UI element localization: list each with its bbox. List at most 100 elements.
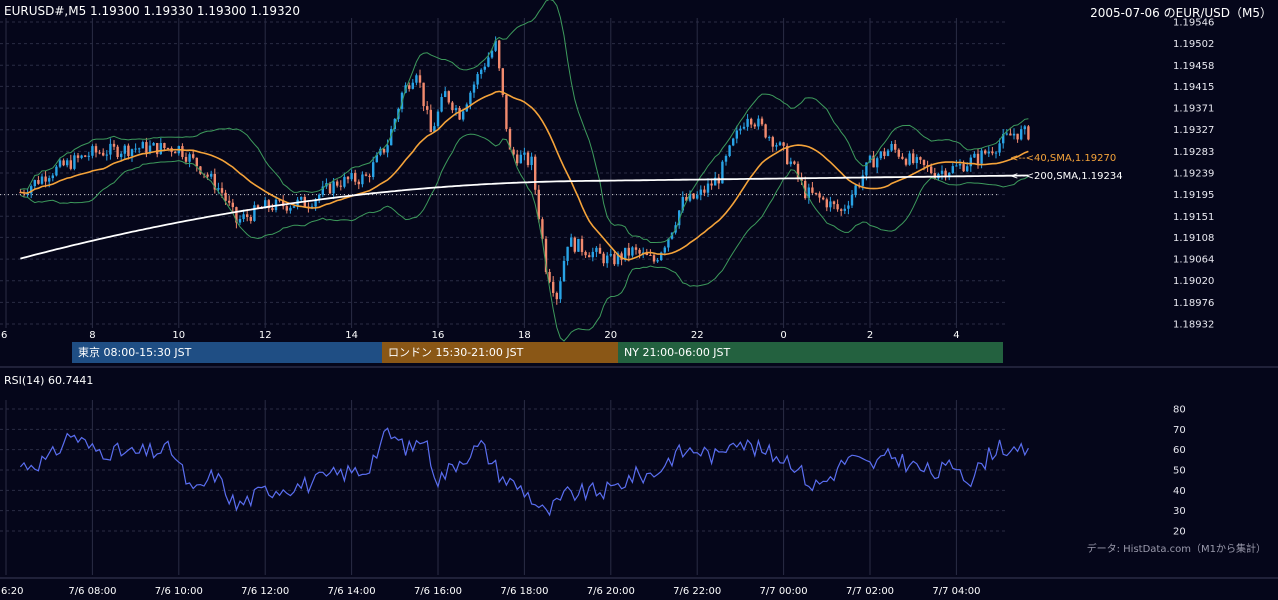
candle-body (109, 143, 112, 155)
candle-body (1002, 134, 1005, 144)
candle-body (764, 124, 767, 138)
bollinger-upper (20, 0, 1029, 243)
candle-body (771, 137, 774, 147)
candle-body (976, 153, 980, 164)
candle-body (318, 194, 321, 200)
candle-body (541, 219, 544, 239)
candle-body (516, 154, 519, 164)
candle-body (199, 166, 202, 174)
candle-body (915, 157, 918, 164)
candle-body (152, 143, 155, 146)
candle-body (638, 249, 641, 254)
candle-body (555, 292, 558, 300)
candle-body (562, 260, 566, 282)
candle-body (998, 143, 1001, 153)
candle-body (1009, 133, 1012, 136)
candle-body (289, 207, 292, 211)
candle-body (472, 84, 476, 93)
candle-body (159, 143, 162, 155)
candle-body (375, 154, 378, 163)
candle-body (321, 186, 324, 195)
candle-body (678, 210, 681, 226)
candle-body (814, 192, 818, 194)
candle-body (433, 126, 436, 133)
x-tick-label: 4 (953, 330, 959, 341)
candle-body (724, 155, 728, 162)
time-axis-label: 7/6 16:00 (414, 586, 462, 597)
price-tick-label: 1.19108 (1173, 233, 1214, 244)
symbol-info: EURUSD#,M5 1.19300 1.19330 1.19300 1.193… (4, 4, 300, 18)
candle-body (591, 251, 594, 258)
candle-body (681, 196, 684, 211)
candle-body (469, 92, 472, 105)
candle-body (861, 175, 864, 186)
price-tick-label: 1.18932 (1173, 320, 1214, 331)
x-tick-label: 14 (345, 330, 358, 341)
price-tick-label: 1.19327 (1173, 125, 1214, 136)
candle-body (890, 143, 893, 151)
candle-body (382, 148, 386, 153)
candle-body (577, 238, 580, 252)
sma200-line (20, 174, 1029, 260)
candle-body (717, 177, 720, 184)
candle-body (483, 66, 486, 70)
x-tick-label: 22 (691, 330, 704, 341)
candle-body (688, 193, 692, 201)
candle-body (386, 145, 389, 153)
candle-body (217, 188, 220, 190)
x-tick-label: 20 (604, 330, 617, 341)
candle-body (282, 200, 285, 207)
candle-body (588, 255, 591, 258)
candle-body (206, 174, 209, 177)
candle-body (901, 156, 904, 159)
candle-body (127, 145, 130, 157)
rsi-tick-label: 80 (1173, 405, 1186, 416)
candle-body (534, 156, 537, 190)
price-tick-label: 1.19239 (1173, 169, 1214, 180)
candle-body (148, 145, 152, 154)
candle-body (181, 146, 184, 157)
candle-body (256, 205, 260, 209)
candle-body (631, 247, 634, 256)
candle-body (609, 254, 612, 256)
candle-body (238, 219, 242, 223)
sma40-line (20, 90, 1029, 261)
candle-body (55, 166, 58, 176)
candle-body (696, 195, 699, 199)
candle-body (429, 109, 432, 133)
candle-body (390, 129, 393, 146)
x-tick-label: 8 (89, 330, 95, 341)
candle-body (69, 160, 72, 169)
candle-body (192, 154, 195, 158)
candle-body (944, 170, 947, 178)
candle-body (775, 145, 778, 147)
chart-title: 2005-07-06 のEUR/USD（M5） (1090, 6, 1272, 20)
candle-body (368, 175, 371, 177)
candle-body (825, 199, 828, 208)
candle-body (350, 173, 353, 180)
rsi-tick-label: 40 (1173, 486, 1186, 497)
candle-body (602, 253, 605, 264)
candle-body (451, 102, 454, 111)
candle-body (462, 111, 465, 120)
candle-body (224, 192, 227, 201)
price-tick-label: 1.19371 (1173, 104, 1214, 115)
candle-body (156, 143, 159, 155)
candle-body (922, 159, 926, 166)
candle-body (123, 145, 126, 154)
candle-body (476, 74, 479, 85)
candle-body (710, 183, 713, 186)
candle-body (102, 152, 105, 156)
rsi-tick-label: 50 (1173, 466, 1186, 477)
candle-body (184, 156, 188, 162)
candle-body (213, 173, 216, 190)
candle-body (1005, 133, 1008, 135)
candle-body (512, 149, 515, 155)
candle-body (91, 146, 94, 156)
candle-body (422, 82, 425, 107)
candle-body (735, 130, 738, 139)
candle-body (822, 197, 825, 200)
candle-body (480, 69, 483, 75)
candle-body (112, 143, 116, 147)
candle-body (242, 214, 245, 220)
